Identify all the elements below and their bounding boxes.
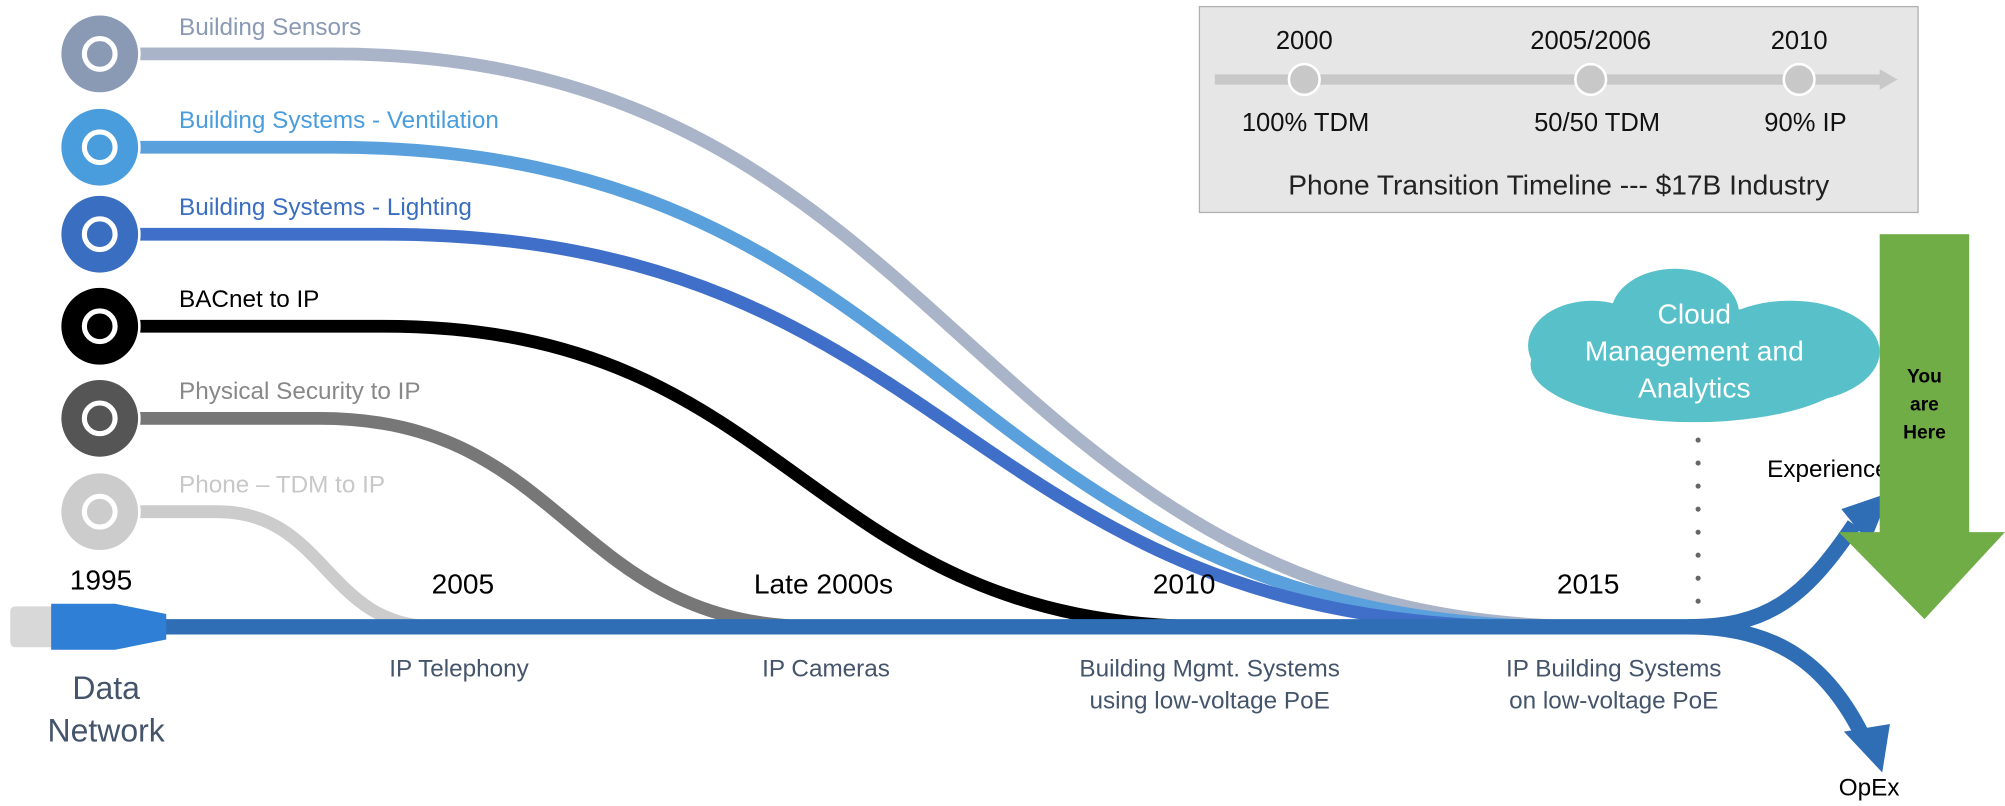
cloud-label: Analytics	[1638, 373, 1751, 404]
milestone-year: 1995	[70, 564, 133, 595]
timeline-year: 2000	[1276, 27, 1333, 55]
stream-label: Building Systems - Ventilation	[179, 107, 499, 134]
icon-glyph	[81, 129, 118, 166]
stream-label: Building Systems - Lighting	[179, 194, 472, 221]
base-label: Data	[72, 670, 140, 706]
stream-label: Phone – TDM to IP	[179, 472, 385, 499]
milestone-year: 2015	[1557, 568, 1620, 599]
marker-label: You	[1907, 366, 1942, 387]
cloud-label: Cloud	[1658, 298, 1732, 329]
opex-branch	[1687, 619, 1872, 743]
output-label: Experience	[1767, 456, 1888, 483]
output-label: OpEx	[1839, 775, 1900, 802]
marker-label: are	[1910, 395, 1939, 416]
stream-curve	[99, 47, 1650, 634]
cloud	[1528, 268, 1880, 423]
timeline-year: 2010	[1771, 27, 1828, 55]
plug	[10, 606, 59, 648]
stream-icon	[58, 285, 141, 368]
timeline-box	[1198, 5, 1919, 214]
timeline-title: Phone Transition Timeline --- $17B Indus…	[1288, 169, 1829, 200]
milestone-year: Late 2000s	[754, 568, 893, 599]
stream-icon	[58, 193, 141, 276]
stream-label: Physical Security to IP	[179, 378, 421, 405]
timeline-label: 100% TDM	[1242, 109, 1369, 137]
timeline-label: 90% IP	[1764, 109, 1846, 137]
icon-glyph	[81, 36, 118, 72]
stream-icon	[58, 470, 141, 553]
timeline-label: 50/50 TDM	[1534, 109, 1660, 137]
milestone-caption: on low-voltage PoE	[1509, 688, 1718, 715]
milestone-caption: Building Mgmt. Systems	[1079, 656, 1339, 683]
timeline-point	[1574, 62, 1608, 97]
stream-curve	[99, 411, 870, 634]
milestone-year: 2005	[432, 568, 495, 599]
jack	[51, 603, 167, 650]
timeline-point	[1782, 62, 1816, 97]
milestone-caption: IP Cameras	[762, 656, 890, 683]
milestone-caption: IP Building Systems	[1506, 656, 1721, 683]
stream-icon	[58, 377, 141, 460]
stream-curve	[99, 319, 1266, 634]
stream-curve	[99, 140, 1624, 634]
icon-glyph	[81, 308, 118, 345]
experience-arrow	[1841, 492, 1890, 544]
marker-arrow-head	[1838, 532, 2005, 620]
timeline-point	[1287, 62, 1321, 97]
stream-icon	[58, 12, 141, 95]
marker-label: Here	[1903, 423, 1946, 444]
milestone-caption: using low-voltage PoE	[1090, 688, 1330, 715]
icon-glyph	[81, 400, 118, 437]
timeline-arrow	[1879, 69, 1898, 90]
timeline-year: 2005/2006	[1530, 27, 1651, 55]
milestone-year: 2010	[1153, 568, 1216, 599]
icon-glyph	[81, 216, 118, 253]
milestone-caption: IP Telephony	[389, 656, 529, 683]
cloud-label: Management and	[1585, 336, 1804, 367]
stream-icon	[58, 106, 141, 189]
marker-arrow	[1879, 234, 1970, 535]
stream-curve	[99, 227, 1586, 634]
stream-label: BACnet to IP	[179, 286, 319, 313]
stream-label: Building Sensors	[179, 14, 361, 41]
base-label: Network	[48, 712, 166, 748]
icon-glyph	[81, 493, 118, 530]
opex-arrow	[1843, 723, 1890, 773]
stream-curve	[99, 505, 486, 634]
